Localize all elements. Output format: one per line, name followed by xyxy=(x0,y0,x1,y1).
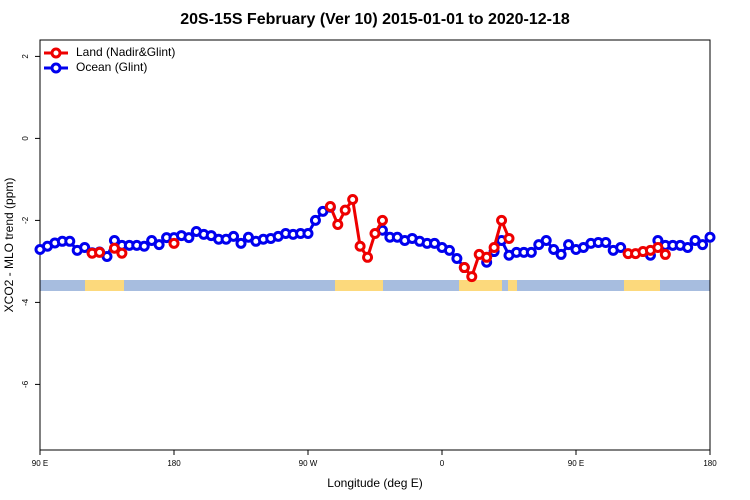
chart-title: 20S-15S February (Ver 10) 2015-01-01 to … xyxy=(180,11,570,28)
series-point xyxy=(451,253,463,265)
series-point xyxy=(362,251,374,263)
legend-label: Ocean (Glint) xyxy=(76,60,147,74)
series-point xyxy=(339,204,351,216)
x-tick-label: 0 xyxy=(440,459,445,468)
x-tick-label: 90 E xyxy=(32,459,48,468)
y-axis-label: XCO2 - MLO trend (ppm) xyxy=(2,178,16,313)
x-tick-label: 90 W xyxy=(299,459,318,468)
series-point xyxy=(563,239,575,251)
x-axis-label: Longitude (deg E) xyxy=(327,476,422,490)
series-point xyxy=(64,235,76,247)
series-point xyxy=(481,251,493,263)
series-point xyxy=(347,193,359,205)
series-line xyxy=(463,215,511,280)
series-point xyxy=(555,248,567,260)
series-point xyxy=(228,230,240,242)
series-point xyxy=(600,237,612,249)
series-point xyxy=(235,237,247,249)
series-point xyxy=(682,241,694,253)
y-tick-label: -4 xyxy=(21,298,30,306)
series-point xyxy=(369,228,381,240)
series-point xyxy=(525,246,537,258)
series-point xyxy=(548,244,560,256)
legend-label: Land (Nadir&Glint) xyxy=(76,45,175,59)
series-point xyxy=(94,246,106,258)
series-point xyxy=(138,240,150,252)
y-tick-label: 0 xyxy=(21,136,30,141)
x-tick-label: 180 xyxy=(167,459,181,468)
series-point xyxy=(659,248,671,260)
series-point xyxy=(488,241,500,253)
series-point xyxy=(458,262,470,274)
series-point xyxy=(183,232,195,244)
series-point xyxy=(503,232,515,244)
land-mask-strip xyxy=(40,280,710,291)
y-tick-label: -6 xyxy=(21,380,30,388)
series-point xyxy=(466,271,478,283)
x-tick-label: 90 E xyxy=(568,459,584,468)
series-point xyxy=(496,214,508,226)
series-point xyxy=(324,200,336,212)
series-point xyxy=(79,241,91,253)
series-point xyxy=(697,239,709,251)
series-point xyxy=(116,247,128,259)
series-point xyxy=(332,219,344,230)
series-point xyxy=(652,241,664,253)
series-point xyxy=(302,228,314,240)
y-tick-label: -2 xyxy=(21,216,30,224)
series-point xyxy=(108,242,120,254)
series-point xyxy=(153,239,165,251)
series-point xyxy=(376,214,388,226)
series-point xyxy=(704,231,716,243)
series-point xyxy=(443,244,455,256)
series-point xyxy=(354,240,366,252)
legend-marker xyxy=(50,47,62,59)
x-tick-label: 180 xyxy=(703,459,717,468)
y-tick-label: 2 xyxy=(21,54,30,59)
series-point xyxy=(540,234,552,246)
series-point xyxy=(168,237,180,249)
series-point xyxy=(615,241,627,253)
series-point xyxy=(309,214,321,226)
legend-marker xyxy=(50,62,62,74)
